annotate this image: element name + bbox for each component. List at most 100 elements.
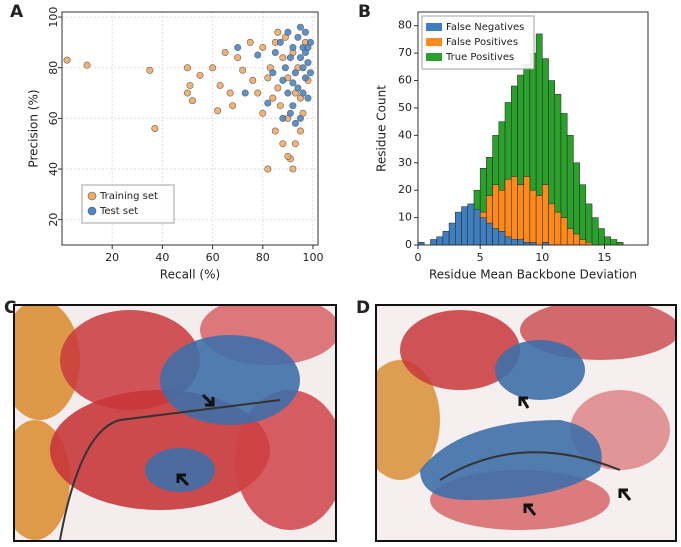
point bbox=[249, 76, 257, 84]
point bbox=[304, 94, 312, 102]
y-tick-label: 30 bbox=[398, 156, 412, 169]
point bbox=[246, 38, 254, 46]
point bbox=[291, 69, 299, 77]
x-tick-label: 15 bbox=[597, 251, 611, 264]
x-tick-label: 0 bbox=[415, 251, 422, 264]
bar bbox=[510, 176, 518, 246]
point bbox=[306, 69, 314, 77]
legend-swatch bbox=[87, 191, 97, 201]
bar bbox=[498, 231, 506, 246]
point bbox=[296, 127, 304, 135]
y-tick-label: 60 bbox=[398, 74, 412, 87]
bar bbox=[486, 222, 493, 246]
point bbox=[289, 79, 297, 87]
bar bbox=[436, 236, 444, 246]
legend-box bbox=[81, 184, 175, 224]
y-tick-label: 80 bbox=[47, 61, 60, 75]
point bbox=[271, 49, 279, 57]
point bbox=[259, 109, 267, 117]
y-tick-label: 40 bbox=[398, 128, 412, 141]
point bbox=[209, 64, 217, 72]
legend-swatch bbox=[426, 23, 442, 31]
point bbox=[83, 61, 91, 69]
bar bbox=[548, 203, 556, 246]
point bbox=[274, 84, 282, 92]
point bbox=[279, 54, 287, 62]
x-axis-label: Residue Mean Backbone Deviation bbox=[429, 268, 637, 282]
bar bbox=[504, 236, 512, 246]
point bbox=[304, 43, 312, 51]
point bbox=[291, 140, 299, 148]
bar bbox=[504, 178, 512, 246]
bar bbox=[566, 228, 574, 246]
bar bbox=[517, 239, 524, 246]
y-tick-label: 20 bbox=[47, 213, 60, 227]
bar bbox=[467, 203, 475, 246]
point bbox=[286, 109, 294, 117]
bar bbox=[430, 239, 437, 246]
bar bbox=[461, 206, 468, 246]
point bbox=[229, 102, 237, 110]
legend-swatch bbox=[426, 38, 442, 46]
bar bbox=[517, 184, 524, 246]
plot-frame bbox=[61, 11, 319, 246]
plot-frame bbox=[417, 11, 649, 246]
bar bbox=[610, 239, 618, 246]
bar bbox=[479, 217, 487, 246]
x-tick-label: 20 bbox=[105, 251, 119, 264]
bar bbox=[554, 211, 562, 246]
point bbox=[183, 89, 191, 97]
y-tick-label: 40 bbox=[47, 162, 60, 176]
bar bbox=[442, 231, 450, 246]
y-tick-label: 70 bbox=[398, 46, 412, 59]
y-tick-label: 60 bbox=[47, 111, 60, 125]
y-tick-label: 0 bbox=[405, 238, 412, 251]
point bbox=[276, 38, 284, 46]
point bbox=[289, 165, 297, 173]
panel-label: A bbox=[10, 2, 24, 22]
bar bbox=[529, 189, 537, 246]
point bbox=[239, 66, 247, 74]
point bbox=[304, 59, 312, 67]
point bbox=[264, 165, 272, 173]
point bbox=[296, 54, 304, 62]
point bbox=[279, 76, 287, 84]
legend-label: False Positives bbox=[446, 37, 518, 48]
bar bbox=[579, 184, 587, 246]
bar bbox=[473, 209, 481, 246]
point bbox=[281, 64, 289, 72]
point bbox=[234, 54, 242, 62]
bar bbox=[598, 228, 605, 246]
point bbox=[294, 84, 302, 92]
panel-label: B bbox=[358, 2, 371, 22]
point bbox=[254, 51, 262, 59]
bar bbox=[523, 176, 531, 246]
bar bbox=[579, 239, 587, 246]
legend-label: True Positives bbox=[445, 52, 514, 63]
point bbox=[299, 89, 307, 97]
bar bbox=[492, 228, 500, 246]
bar bbox=[542, 184, 549, 246]
point bbox=[221, 49, 229, 57]
point bbox=[241, 89, 249, 97]
point bbox=[151, 125, 159, 133]
point bbox=[296, 23, 304, 31]
point bbox=[254, 89, 262, 97]
point bbox=[274, 28, 282, 36]
bar bbox=[510, 239, 518, 246]
bar bbox=[448, 222, 456, 246]
point bbox=[284, 152, 292, 160]
point bbox=[264, 99, 272, 107]
point bbox=[216, 81, 224, 89]
point bbox=[186, 81, 194, 89]
point bbox=[284, 28, 292, 36]
legend-swatch bbox=[426, 53, 442, 61]
bar bbox=[573, 233, 580, 246]
bar bbox=[560, 217, 568, 246]
y-axis-label: Precision (%) bbox=[27, 89, 41, 167]
point bbox=[279, 140, 287, 148]
bar bbox=[535, 195, 543, 246]
point bbox=[279, 114, 287, 122]
point bbox=[289, 102, 297, 110]
